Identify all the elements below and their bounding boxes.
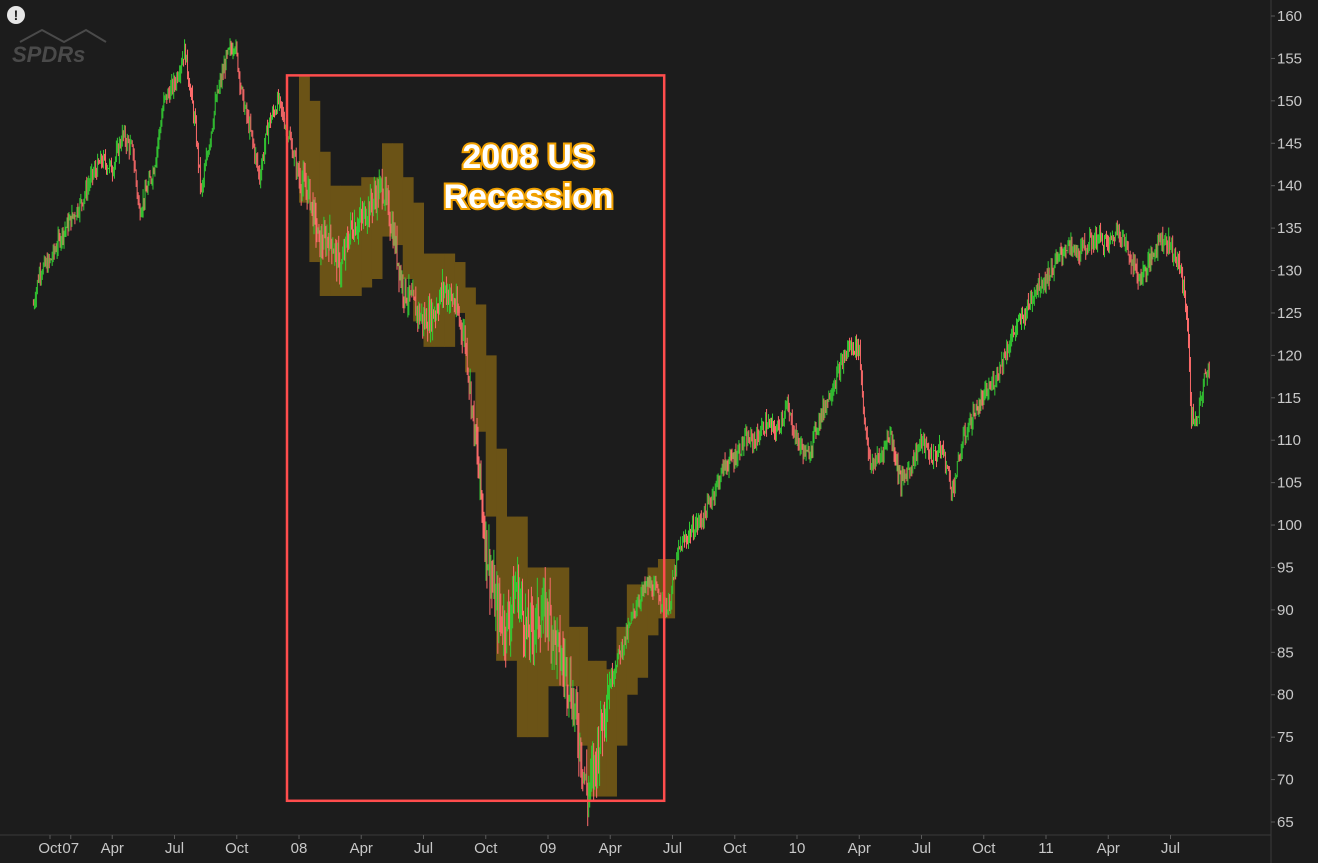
highlight-block	[616, 626, 628, 746]
y-tick-label: 155	[1277, 50, 1302, 67]
highlight-block	[299, 75, 310, 203]
x-tick-label: Oct	[723, 840, 747, 857]
y-tick-label: 110	[1277, 432, 1301, 449]
x-tick-label: Jul	[165, 840, 184, 857]
highlight-block	[402, 177, 414, 280]
x-tick-label: 09	[540, 840, 557, 857]
x-tick-label: Jul	[912, 840, 931, 857]
x-tick-label: Apr	[1097, 840, 1120, 857]
highlight-block	[626, 584, 638, 695]
y-tick-label: 115	[1277, 390, 1301, 407]
x-tick-label: Oct	[972, 840, 996, 857]
highlight-block	[454, 262, 466, 313]
recession-annotation: 2008 US Recession	[441, 136, 615, 218]
highlight-block	[587, 660, 597, 797]
highlight-block	[637, 584, 649, 678]
y-tick-label: 125	[1277, 305, 1302, 322]
y-tick-label: 130	[1277, 263, 1302, 280]
highlight-block	[371, 177, 383, 280]
highlight-block	[496, 448, 507, 661]
annotation-line-2: Recession	[443, 178, 613, 216]
y-tick-label: 120	[1277, 347, 1302, 364]
highlight-block	[516, 516, 528, 738]
highlight-block	[361, 177, 373, 288]
y-tick-label: 95	[1277, 559, 1294, 576]
highlight-block	[664, 558, 676, 619]
highlight-block	[548, 567, 559, 687]
y-tick-label: 80	[1277, 687, 1294, 704]
y-tick-label: 150	[1277, 93, 1302, 110]
y-tick-label: 145	[1277, 135, 1302, 152]
highlight-block	[558, 567, 570, 687]
x-tick-label: Jul	[1161, 840, 1180, 857]
x-tick-label: Oct	[225, 840, 249, 857]
y-tick-label: 100	[1277, 517, 1302, 534]
x-tick-label: 07	[62, 840, 79, 857]
y-tick-label: 70	[1277, 772, 1294, 789]
y-tick-label: 85	[1277, 644, 1294, 661]
spdrs-logo: SPDRs	[12, 28, 107, 67]
spdrs-watermark: SPDRs	[12, 42, 85, 67]
x-tick-label: Apr	[848, 840, 871, 857]
y-tick-label: 90	[1277, 602, 1294, 619]
highlight-block	[465, 287, 476, 373]
x-tick-label: Apr	[350, 840, 373, 857]
x-tick-label: Oct	[38, 840, 62, 857]
highlight-block	[413, 202, 424, 322]
highlight-block	[647, 567, 659, 636]
x-tick-label: 10	[789, 840, 806, 857]
annotation-line-1: 2008 US	[462, 138, 594, 176]
x-tick-label: Apr	[101, 840, 124, 857]
y-tick-label: 140	[1277, 178, 1302, 195]
y-tick-label: 65	[1277, 814, 1294, 831]
x-tick-label: Oct	[474, 840, 498, 857]
y-tick-label: 75	[1277, 729, 1294, 746]
highlight-block	[350, 185, 362, 296]
x-tick-label: Jul	[663, 840, 682, 857]
y-tick-label: 105	[1277, 475, 1302, 492]
highlight-block	[475, 304, 487, 432]
x-axis: Oct 07 Apr Jul Oct 08 Apr Jul Oct 09 Apr Jul Oct 10 Ap…	[38, 835, 1180, 857]
price-bars	[32, 38, 1210, 827]
highlight-block	[537, 567, 549, 738]
highlight-block	[506, 516, 518, 661]
highlight-block	[657, 558, 665, 619]
x-tick-label: 11	[1038, 840, 1054, 857]
highlight-block	[568, 626, 580, 687]
warning-icon[interactable]: !	[7, 6, 25, 24]
highlight-block	[392, 143, 404, 246]
highlight-block	[606, 669, 617, 797]
x-tick-label: 08	[291, 840, 308, 857]
highlight-block	[485, 355, 497, 517]
highlight-block	[579, 626, 588, 746]
y-tick-label: 135	[1277, 220, 1302, 237]
x-tick-label: Jul	[414, 840, 433, 857]
y-axis: 65 70 75 80 85 90 95 100 105 110 115 120 125 130 135 14…	[1271, 8, 1302, 831]
recession-box[interactable]	[285, 74, 666, 803]
highlight-block	[309, 100, 321, 263]
y-tick-label: 160	[1277, 8, 1302, 25]
x-tick-label: Apr	[599, 840, 622, 857]
svg-text:!: !	[14, 7, 19, 23]
